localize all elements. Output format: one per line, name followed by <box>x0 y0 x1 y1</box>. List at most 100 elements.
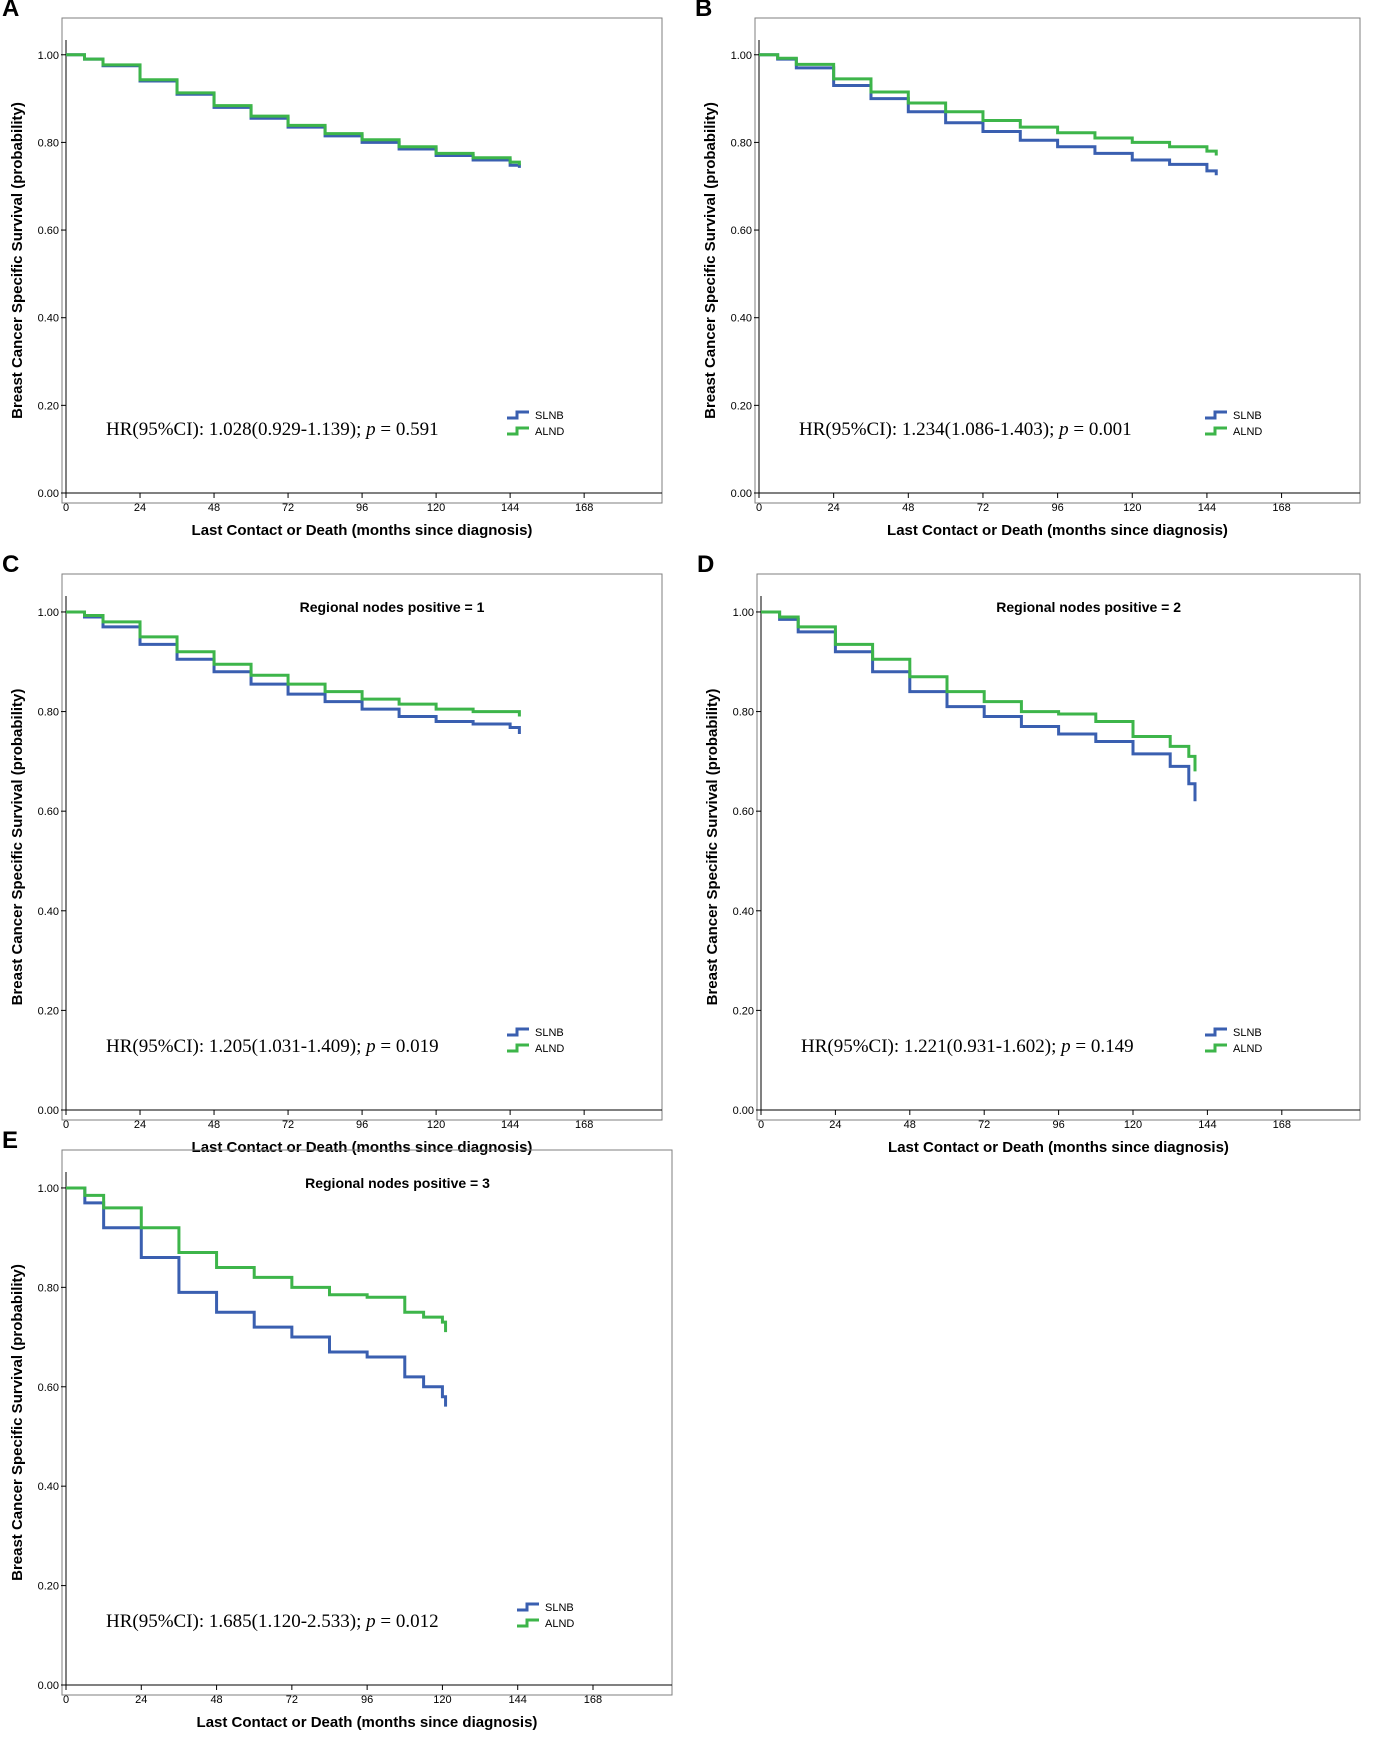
y-tick-label: 1.00 <box>733 607 754 619</box>
x-tick-label: 120 <box>1123 502 1141 514</box>
y-tick-label: 1.00 <box>731 50 752 62</box>
y-tick-label: 0.80 <box>731 137 752 149</box>
hr-p-value: = 0.591 <box>376 419 439 440</box>
y-tick-label: 0.80 <box>38 137 59 149</box>
y-axis-label: Breast Cancer Specific Survival (probabi… <box>704 689 721 1006</box>
plot-frame <box>756 573 1361 1121</box>
y-tick-label: 0.60 <box>38 806 59 818</box>
hr-prefix: HR(95%CI): 1.205(1.031-1.409); <box>106 1036 366 1057</box>
hr-prefix: HR(95%CI): 1.234(1.086-1.403); <box>799 419 1059 440</box>
x-tick-label: 120 <box>427 502 445 514</box>
legend-label-slnb: SLNB <box>1233 1027 1262 1039</box>
y-tick-label: 0.80 <box>38 707 59 719</box>
survival-curve-alnd <box>759 53 1218 156</box>
x-tick-label: 96 <box>356 502 368 514</box>
x-tick-label: 144 <box>501 502 519 514</box>
legend-label-alnd: ALND <box>545 1618 574 1630</box>
y-tick-label: 0.60 <box>733 806 754 818</box>
panel-subtitle: Regional nodes positive = 1 <box>300 599 485 615</box>
y-tick-label: 0.80 <box>38 1282 59 1294</box>
legend-swatch-slnb <box>507 410 529 420</box>
y-tick-label: 0.00 <box>38 1680 59 1692</box>
y-tick-label: 0.20 <box>38 1005 59 1017</box>
y-tick-label: 0.60 <box>731 225 752 237</box>
x-axis-label: Last Contact or Death (months since diag… <box>192 1139 533 1156</box>
hazard-ratio-annotation: HR(95%CI): 1.205(1.031-1.409); p = 0.019 <box>106 1036 439 1057</box>
legend-label-slnb: SLNB <box>535 1027 564 1039</box>
hr-p-symbol: p <box>364 419 376 440</box>
x-tick-label: 168 <box>1273 1119 1291 1131</box>
legend-swatch-slnb <box>507 1027 529 1037</box>
survival-curve-slnb <box>761 610 1197 802</box>
x-tick-label: 0 <box>758 1119 764 1131</box>
x-tick-label: 24 <box>134 1119 146 1131</box>
x-tick-label: 96 <box>356 1119 368 1131</box>
y-tick-label: 1.00 <box>38 50 59 62</box>
legend-label-alnd: ALND <box>1233 1043 1262 1055</box>
hr-p-value: = 0.149 <box>1071 1036 1134 1057</box>
legend-label-alnd: ALND <box>535 426 564 438</box>
y-tick-label: 0.40 <box>38 1481 59 1493</box>
x-tick-label: 120 <box>1124 1119 1142 1131</box>
legend-label-slnb: SLNB <box>1233 410 1262 422</box>
panel-label: D <box>697 551 714 578</box>
survival-curve-slnb <box>759 53 1218 176</box>
x-tick-label: 0 <box>63 1119 69 1131</box>
y-tick-label: 0.40 <box>38 313 59 325</box>
panel-label: E <box>2 1127 18 1154</box>
x-axis-label: Last Contact or Death (months since diag… <box>887 522 1228 539</box>
hazard-ratio-annotation: HR(95%CI): 1.685(1.120-2.533); p = 0.012 <box>106 1611 439 1632</box>
plot-frame <box>61 1149 673 1696</box>
hr-p-symbol: p <box>364 1036 376 1057</box>
legend-label-alnd: ALND <box>1233 426 1262 438</box>
x-tick-label: 96 <box>1052 1119 1064 1131</box>
x-tick-label: 48 <box>904 1119 916 1131</box>
x-tick-label: 168 <box>1272 502 1290 514</box>
survival-curve-alnd <box>761 610 1197 772</box>
x-tick-label: 72 <box>977 502 989 514</box>
legend-swatch-alnd <box>507 426 529 436</box>
x-axis-label: Last Contact or Death (months since diag… <box>197 1714 538 1731</box>
panel-label: C <box>2 551 19 578</box>
x-tick-label: 96 <box>361 1694 373 1706</box>
y-tick-label: 1.00 <box>38 607 59 619</box>
y-tick-label: 0.60 <box>38 1382 59 1394</box>
y-tick-label: 0.40 <box>731 313 752 325</box>
x-tick-label: 48 <box>902 502 914 514</box>
x-tick-label: 144 <box>501 1119 519 1131</box>
legend-swatch-slnb <box>517 1602 539 1612</box>
x-tick-label: 144 <box>509 1694 527 1706</box>
legend-swatch-alnd <box>1205 1043 1227 1053</box>
hr-p-symbol: p <box>1059 1036 1071 1057</box>
hr-prefix: HR(95%CI): 1.221(0.931-1.602); <box>801 1036 1061 1057</box>
hazard-ratio-annotation: HR(95%CI): 1.221(0.931-1.602); p = 0.149 <box>801 1036 1134 1057</box>
x-tick-label: 120 <box>433 1694 451 1706</box>
y-tick-label: 0.00 <box>733 1105 754 1117</box>
x-tick-label: 72 <box>978 1119 990 1131</box>
x-tick-label: 0 <box>63 502 69 514</box>
hazard-ratio-annotation: HR(95%CI): 1.028(0.929-1.139); p = 0.591 <box>106 419 439 440</box>
y-tick-label: 0.00 <box>38 488 59 500</box>
legend-swatch-alnd <box>517 1618 539 1628</box>
hazard-ratio-annotation: HR(95%CI): 1.234(1.086-1.403); p = 0.001 <box>799 419 1132 440</box>
x-tick-label: 0 <box>63 1694 69 1706</box>
legend-swatch-alnd <box>507 1043 529 1053</box>
x-tick-label: 144 <box>1198 1119 1216 1131</box>
legend-label-slnb: SLNB <box>545 1602 574 1614</box>
plot-frame <box>61 573 663 1121</box>
legend-swatch-slnb <box>1205 410 1227 420</box>
survival-curve-slnb <box>66 1186 448 1407</box>
y-tick-label: 0.20 <box>733 1005 754 1017</box>
survival-curve-alnd <box>66 610 521 717</box>
hr-p-symbol: p <box>1057 419 1069 440</box>
plot-frame <box>754 17 1361 504</box>
x-tick-label: 0 <box>756 502 762 514</box>
x-axis-label: Last Contact or Death (months since diag… <box>888 1139 1229 1156</box>
survival-curve-alnd <box>66 1186 448 1333</box>
hr-p-value: = 0.019 <box>376 1036 439 1057</box>
hr-prefix: HR(95%CI): 1.685(1.120-2.533); <box>106 1611 366 1632</box>
